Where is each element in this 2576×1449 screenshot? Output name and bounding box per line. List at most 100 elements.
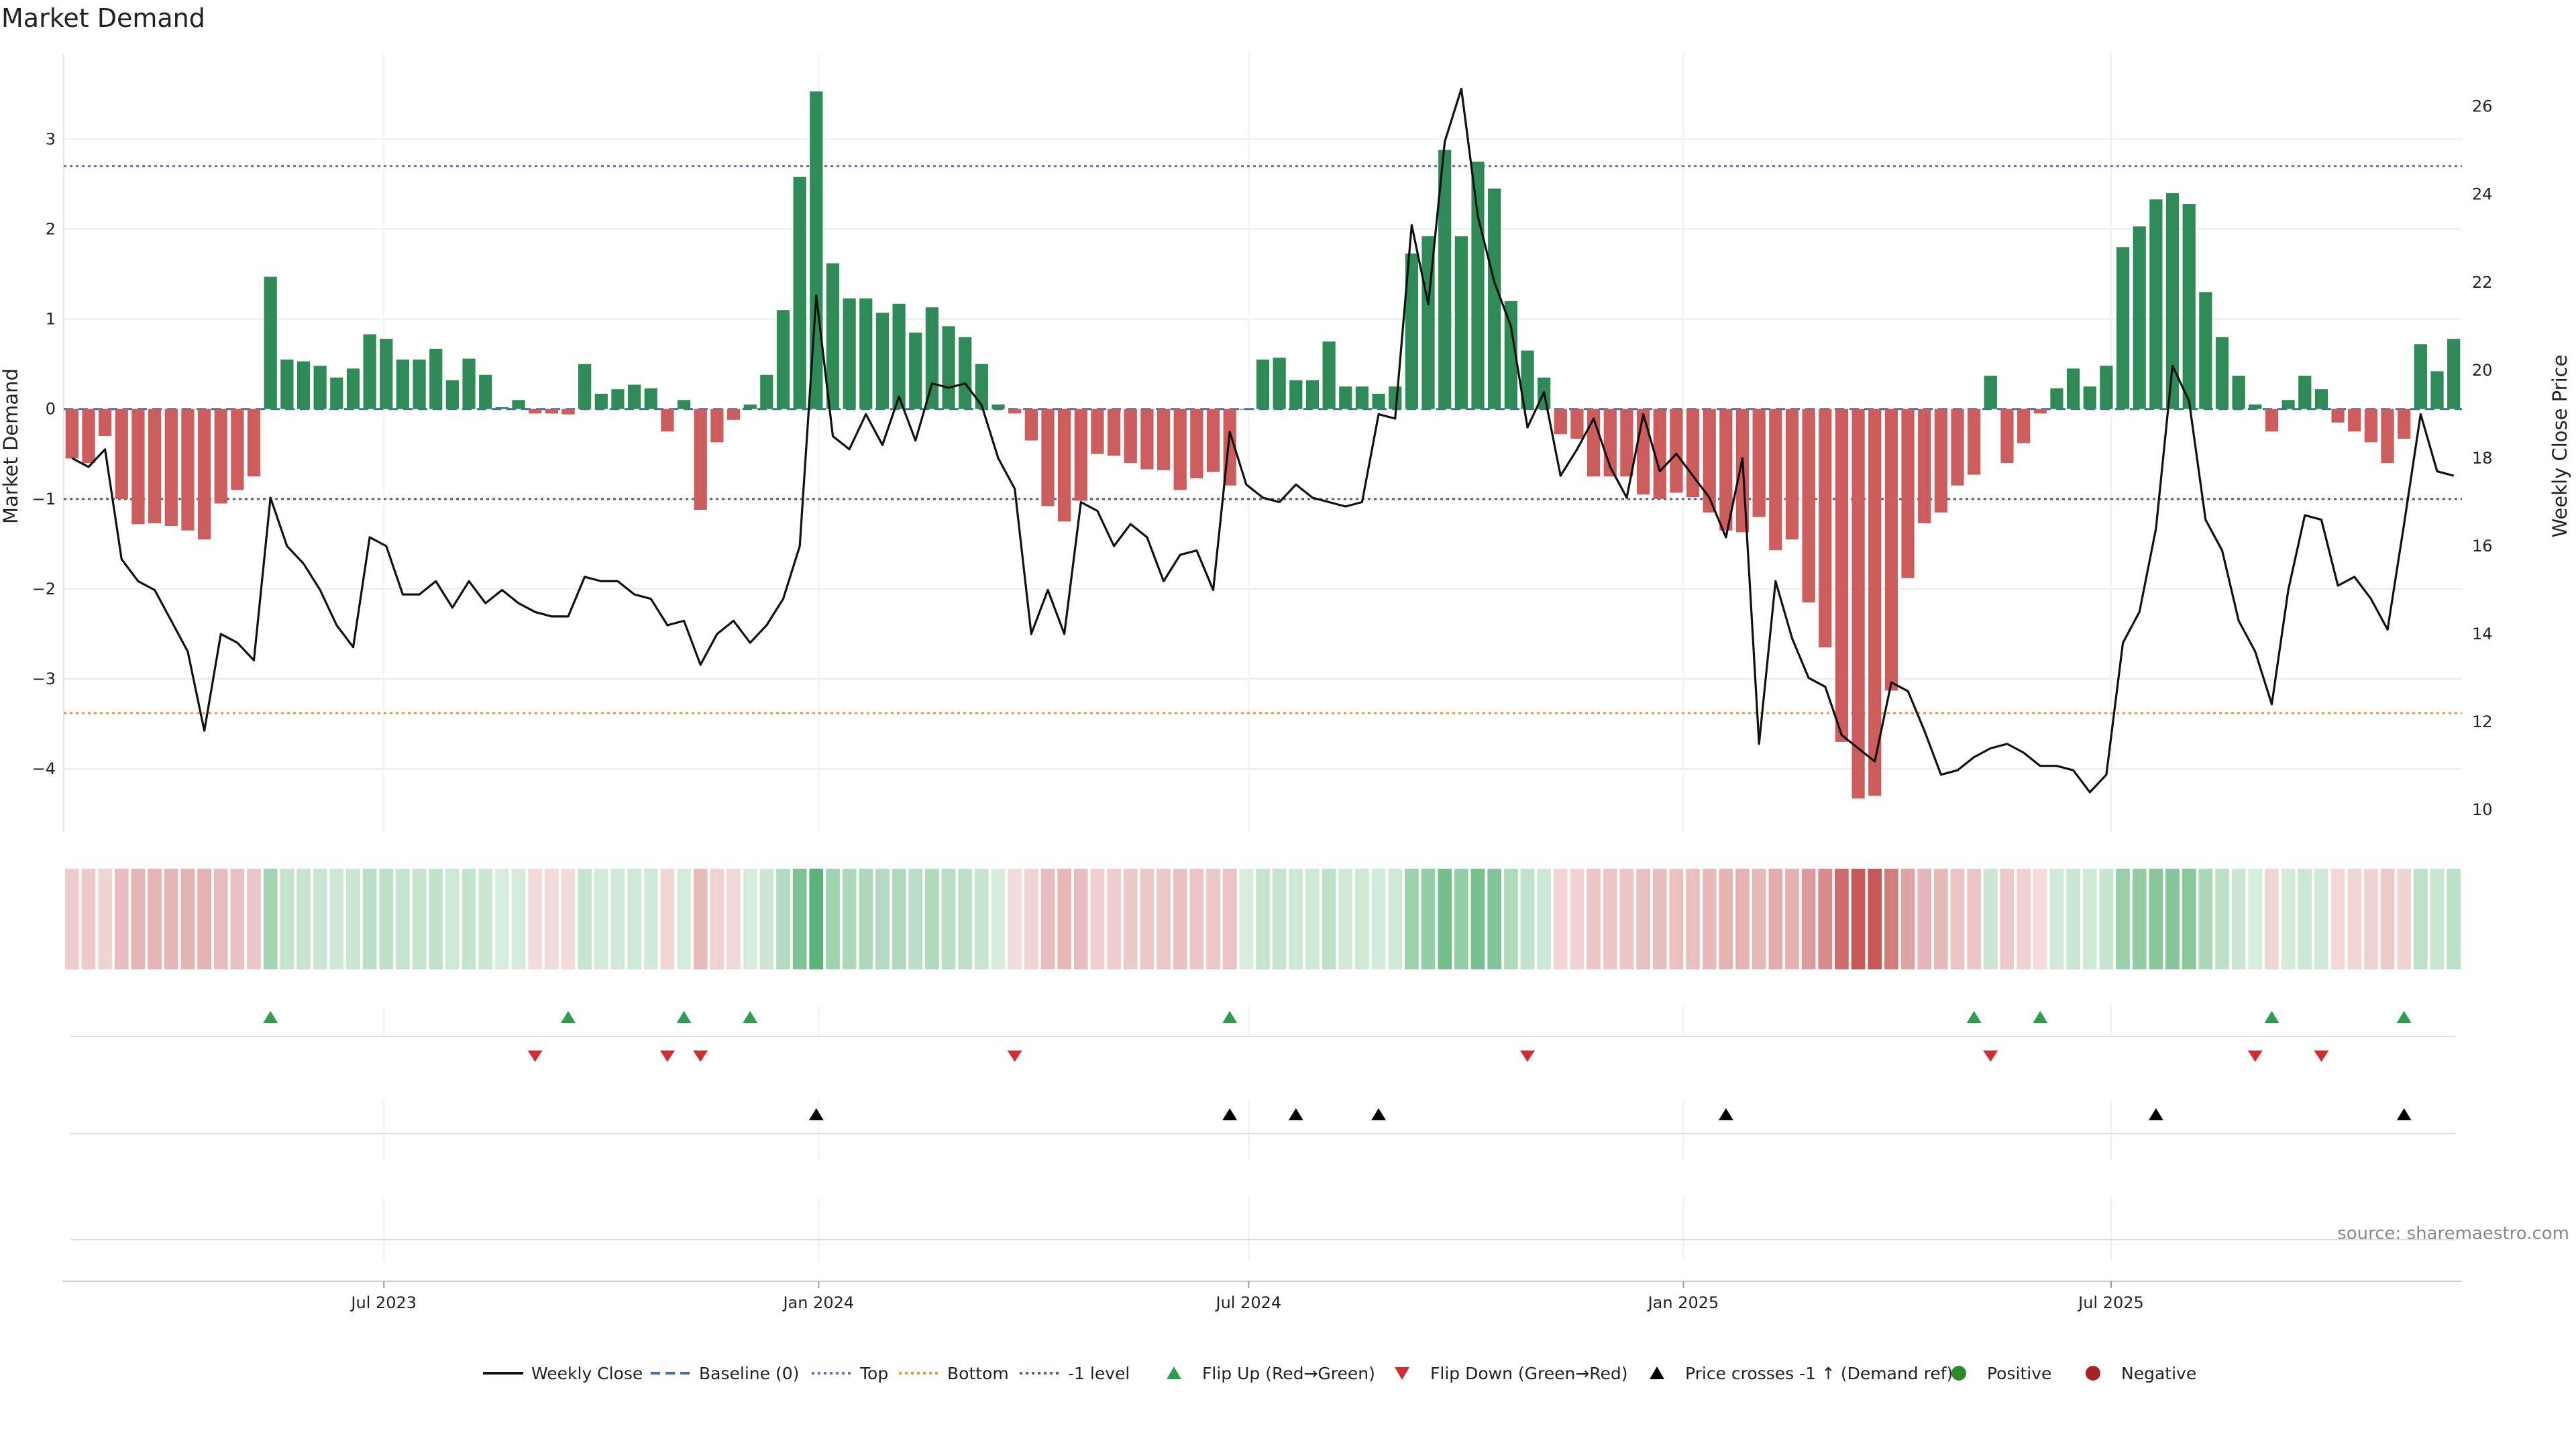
demand-bar [264, 276, 277, 409]
flip-markers [70, 1011, 2455, 1062]
heat-cell [2215, 869, 2229, 969]
heat-cell [1801, 869, 1816, 969]
heat-cell [180, 869, 195, 969]
y-tick-label: −4 [32, 759, 56, 778]
demand-bar [1058, 409, 1071, 522]
demand-bar [1636, 409, 1650, 495]
demand-bar [1124, 409, 1137, 464]
demand-bar [1438, 150, 1452, 409]
price-cross-markers [70, 1108, 2455, 1240]
heat-cell [1835, 869, 1849, 969]
y-tick-label: −3 [32, 669, 56, 688]
heat-cell [2165, 869, 2180, 969]
demand-bar [65, 409, 78, 459]
demand-bar [1355, 386, 1369, 409]
demand-bar [1934, 409, 1947, 513]
demand-bar [1256, 359, 1270, 409]
heat-cell [1520, 869, 1535, 969]
demand-bar [2133, 226, 2146, 409]
demand-bar [594, 393, 608, 409]
demand-bar [1670, 409, 1683, 493]
heat-cell [1256, 869, 1270, 969]
demand-bar [396, 359, 410, 409]
demand-bar [2348, 409, 2361, 432]
heat-cell [1123, 869, 1138, 969]
legend: Weekly Close Baseline (0) Top Bottom -1 leve… [483, 1364, 2196, 1383]
heat-cell [1735, 869, 1750, 969]
demand-bar [2199, 292, 2212, 409]
heat-cell [743, 869, 757, 969]
legend-label: Flip Up (Red→Green) [1202, 1364, 1375, 1383]
legend-item: Top [812, 1364, 888, 1383]
heat-cell [2347, 869, 2362, 969]
demand-bar [727, 409, 741, 420]
heat-cell [2248, 869, 2263, 969]
demand-bar [1091, 409, 1104, 454]
flip-up-marker [263, 1011, 278, 1023]
heat-cell [329, 869, 344, 969]
heat-cell [1338, 869, 1353, 969]
demand-bar [2447, 339, 2461, 409]
heat-cell [263, 869, 278, 969]
flip-down-marker [2247, 1051, 2263, 1062]
demand-bar [512, 400, 525, 409]
demand-bar [2017, 409, 2031, 443]
heat-cell [859, 869, 873, 969]
heat-cell [1157, 869, 1171, 969]
demand-bar [479, 374, 492, 409]
heat-cell [1438, 869, 1452, 969]
flip-down-marker [527, 1051, 543, 1062]
y2-axis-ticks: 26 24 22 20 18 16 14 12 10 [2472, 97, 2493, 820]
y-tick-label: −1 [32, 490, 56, 508]
heat-cell [875, 869, 890, 969]
source-note: source: sharemaestro.com [2337, 1224, 2569, 1244]
demand-bar [545, 409, 558, 414]
demand-bar [363, 334, 376, 409]
demand-bar [1305, 380, 1320, 409]
heat-cell [643, 869, 658, 969]
legend-swatch [1951, 1366, 1966, 1381]
heat-cell [892, 869, 906, 969]
heat-cell [148, 869, 162, 969]
demand-bar [462, 358, 476, 409]
heat-cell [1818, 869, 1833, 969]
heat-cell [975, 869, 989, 969]
demand-bar [1951, 409, 1964, 486]
heat-cell [396, 869, 410, 969]
heat-cell [1289, 869, 1303, 969]
heat-cell [1967, 869, 1982, 969]
y-tick-label: 3 [46, 129, 56, 148]
demand-bar [1984, 376, 1997, 409]
flip-down-marker [1983, 1051, 1998, 1062]
legend-label: Bottom [947, 1364, 1009, 1383]
demand-bar [1802, 409, 1815, 603]
heat-cell [1868, 869, 1882, 969]
x-tick-label: Jul 2024 [1215, 1293, 1282, 1312]
heat-cell [462, 869, 476, 969]
heat-cell [1305, 869, 1320, 969]
flip-down-marker [1007, 1051, 1022, 1062]
demand-bar [1504, 301, 1517, 409]
demand-bar [2298, 376, 2312, 409]
demand-bar [280, 359, 294, 409]
demand-bar [1851, 409, 1865, 799]
price-cross-marker [1222, 1108, 1238, 1120]
legend-item: Price crosses -1 ↑ (Demand ref) [1650, 1364, 1953, 1383]
demand-bar [1041, 409, 1055, 506]
heat-cell [2099, 869, 2114, 969]
demand-bar [1454, 236, 1468, 409]
demand-bar [644, 388, 657, 409]
y2-tick-label: 24 [2472, 185, 2493, 204]
heat-cell [2397, 869, 2412, 969]
demand-bar [843, 298, 856, 409]
heat-cell [1090, 869, 1105, 969]
demand-bar [1918, 409, 1931, 524]
demand-bar [1901, 409, 1915, 578]
heat-cell [64, 869, 79, 969]
demand-bar [2414, 344, 2427, 409]
legend-label: Baseline (0) [699, 1364, 799, 1383]
demand-bar [164, 409, 178, 527]
heat-cell [1371, 869, 1386, 969]
heat-cell [2049, 869, 2064, 969]
heat-cell [1322, 869, 1336, 969]
